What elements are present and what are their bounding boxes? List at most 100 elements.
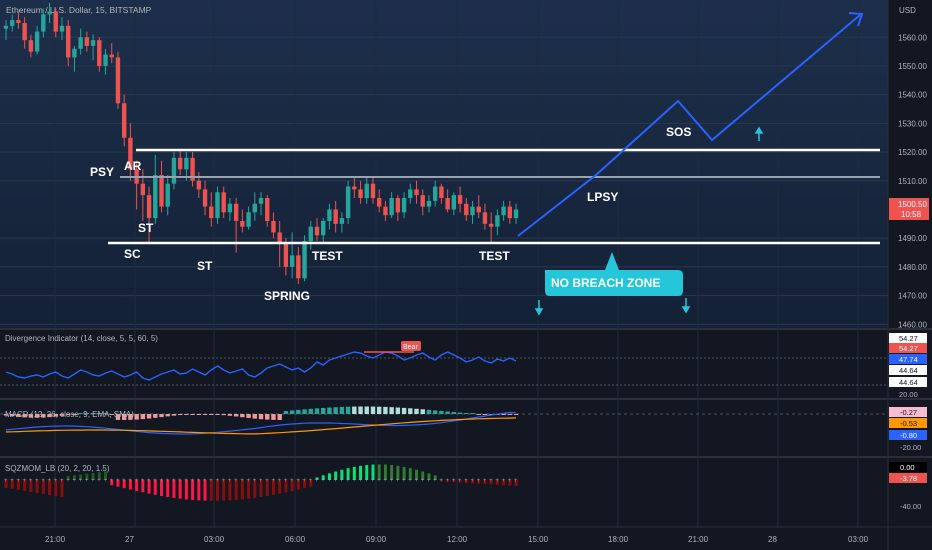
time-tick-label: 21:00 (45, 535, 66, 544)
sqz-dot: + (365, 478, 369, 484)
currency-label: USD (899, 6, 916, 15)
macd-bar (109, 414, 114, 415)
macd-bar (240, 414, 245, 418)
macd-bar (352, 406, 357, 414)
macd-bar (233, 414, 239, 417)
macd-bar (296, 409, 301, 414)
sqzmom-axis-badge (889, 462, 927, 472)
sqz-dot: + (97, 478, 101, 484)
macd-bar (215, 414, 220, 415)
time-tick-label: 28 (768, 535, 777, 544)
candle-body (370, 183, 376, 198)
candle-body (3, 25, 9, 29)
macd-bar (482, 414, 488, 415)
sqzmom-bar (396, 465, 400, 480)
sqz-dot: + (253, 478, 257, 484)
candle-body (302, 241, 307, 279)
sqzmom-axis: 0.00 -3.78 -40.00 (889, 462, 927, 511)
sqzmom-axis-badge (889, 473, 927, 483)
price-tick-label: 1540.00 (898, 91, 927, 100)
macd-bar (41, 414, 46, 418)
candle-body (140, 183, 146, 196)
time-tick-label: 27 (125, 535, 134, 544)
macd-axis: -0.27 -0.53 -0.80 -20.00 (889, 407, 927, 452)
sqz-dot: + (147, 478, 151, 484)
macd-bar (16, 414, 21, 417)
sqzmom-title[interactable]: SQZMOM_LB (20, 2, 20, 1.5) (5, 464, 110, 473)
sqzmom-bar (340, 469, 344, 480)
bear-badge (401, 341, 421, 351)
sqzmom-bar (433, 475, 437, 480)
sqz-dot: + (452, 478, 456, 484)
macd-bar (408, 408, 413, 414)
macd-bar (202, 414, 208, 415)
sqzmom-bar (271, 480, 275, 495)
sqzmom-bar (54, 480, 58, 497)
sqz-dot: + (135, 478, 139, 484)
sqz-dot: + (315, 478, 319, 484)
sqzmom-bar (359, 465, 363, 480)
sqzmom-axis-label: -3.78 (900, 474, 917, 483)
sqzmom-bar (278, 480, 282, 494)
macd-bar (383, 406, 388, 414)
sqz-dot: + (72, 478, 76, 484)
sqz-dot: + (191, 478, 195, 484)
time-tick-label: 03:00 (848, 535, 869, 544)
sqzmom-bar (489, 480, 493, 485)
sqzmom-bar (191, 480, 195, 500)
bear-label: Bear (403, 344, 418, 351)
price-axis[interactable]: 1560.00 1550.00 1540.00 1530.00 1520.00 1510.… (898, 33, 927, 329)
sqzmom-bar (141, 480, 145, 493)
sqz-dot: + (60, 478, 64, 484)
sqz-dot: + (209, 478, 213, 484)
candle-body (339, 218, 345, 224)
candle-body (240, 220, 245, 227)
label-st-2: ST (197, 259, 213, 273)
time-tick-label: 15:00 (528, 535, 549, 544)
macd-bar (84, 413, 90, 414)
price-tick-label: 1460.00 (898, 320, 927, 329)
arrow-down-1-icon (534, 308, 544, 316)
divergence-title[interactable]: Divergence Indicator (14, close, 5, 5, 6… (5, 334, 158, 343)
grid (0, 0, 888, 527)
sqz-dot: + (41, 478, 45, 484)
sqz-dot: + (483, 478, 487, 484)
candle-body (395, 198, 401, 213)
sqzmom-bar (234, 480, 238, 500)
macd-bar (115, 414, 121, 420)
sqzmom-bar (166, 480, 170, 497)
sqz-dot: + (309, 478, 313, 484)
macd-bar (177, 414, 183, 416)
candle-body (457, 195, 463, 204)
macd-bar (47, 414, 52, 418)
macd-bar (184, 414, 189, 415)
macd-bar (457, 412, 463, 414)
candle-body (289, 255, 295, 267)
time-axis[interactable]: 21:00 27 03:00 06:00 09:00 12:00 15:00 18:00 21:… (45, 535, 869, 544)
sqz-dot: + (290, 478, 294, 484)
candle-body (377, 198, 382, 207)
candle-body (389, 198, 394, 216)
macd-bar (140, 414, 146, 420)
sqz-dot: + (234, 478, 238, 484)
candle-body (146, 195, 152, 219)
macd-axis-badge (889, 407, 927, 417)
sqz-dot: + (259, 478, 263, 484)
sqz-dot: + (495, 478, 499, 484)
candle-body (265, 198, 270, 221)
sqzmom-bar (309, 480, 313, 487)
candle-body (78, 37, 83, 49)
price-tick-label: 1530.00 (898, 119, 927, 128)
macd-title[interactable]: MACD (12, 26, close, 9, EMA, SMA) (5, 410, 134, 419)
price-tick-label: 1510.00 (898, 177, 927, 186)
candle-body (345, 186, 351, 219)
sqzmom-bar (29, 480, 33, 492)
divergence-line (5, 351, 517, 381)
divergence-axis-label: 54.27 (899, 334, 918, 343)
sqzmom-bar (85, 473, 89, 480)
macd-bar (221, 414, 226, 416)
sqzmom-bar (408, 468, 412, 480)
macd-bar (507, 414, 513, 415)
